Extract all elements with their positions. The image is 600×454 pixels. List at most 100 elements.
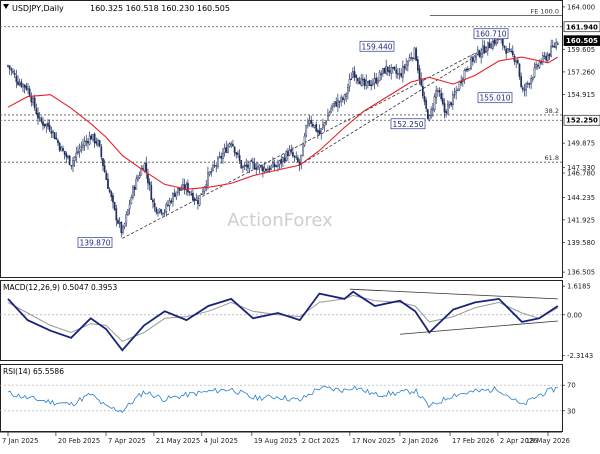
candle-body (307, 121, 309, 126)
candle-body (73, 156, 76, 162)
candle-body (48, 125, 51, 131)
candle-body (198, 194, 201, 206)
candle-body (357, 78, 359, 82)
candle-body (147, 174, 149, 184)
price-panel-frame (0, 0, 563, 278)
candle-body (395, 69, 398, 74)
candle-body (290, 149, 293, 152)
candle-body (282, 157, 284, 163)
candle-body (82, 144, 84, 148)
candle-body (556, 43, 559, 45)
price-label: 152.250 (392, 120, 423, 129)
time-tick-label: 19 Aug 2025 (254, 437, 298, 445)
price-label-box (359, 40, 395, 52)
candle-body (348, 78, 351, 87)
candle-body (108, 189, 111, 193)
candle-body (408, 57, 411, 62)
candle-body (466, 68, 469, 71)
candle-body (510, 50, 512, 52)
rsi-tick-label: 70 (567, 382, 576, 390)
candle-body (506, 48, 509, 53)
ohlc-label: 160.325 160.518 160.230 160.505 (90, 4, 230, 13)
candle-body (240, 160, 243, 169)
candle-body (45, 123, 48, 127)
candle-body (402, 66, 404, 78)
candle-body (262, 166, 264, 172)
candle-body (180, 189, 183, 191)
candle-body (458, 81, 461, 90)
candle-body (253, 163, 256, 170)
candle-body (63, 150, 66, 155)
price-tick-label: 144.235 (567, 194, 595, 202)
candle-body (103, 165, 106, 173)
candle-body (33, 97, 36, 109)
candle-body (325, 121, 328, 124)
candle-body (418, 68, 421, 81)
candle-body (43, 123, 46, 127)
candle-body (32, 98, 34, 103)
candle-body (183, 184, 186, 190)
time-tick-label: 2 Apr 2026 (500, 437, 538, 445)
candle-body (235, 152, 238, 155)
macd-trendline (399, 320, 558, 335)
candle-body (338, 101, 341, 103)
candle-body (53, 132, 56, 140)
candle-body (491, 41, 494, 49)
candle-body (372, 83, 374, 85)
candle-body (83, 141, 86, 146)
candle-body (87, 141, 89, 144)
candle-body (205, 184, 208, 187)
candle-body (58, 143, 61, 151)
candle-body (486, 41, 489, 51)
candle-body (218, 156, 221, 158)
time-tick-label: 7 Jan 2025 (2, 437, 38, 445)
candle-body (90, 135, 93, 140)
candle-body (38, 116, 41, 119)
candle-body (162, 213, 164, 215)
candle-body (27, 87, 29, 90)
candle-body (468, 68, 471, 71)
candle-body (267, 168, 269, 172)
candle-body (481, 45, 484, 54)
candle-body (102, 158, 104, 166)
candle-body (287, 152, 289, 157)
candle-body (368, 80, 371, 86)
candle-body (526, 83, 529, 85)
candle-body (362, 78, 364, 81)
candle-body (215, 165, 218, 167)
candle-body (328, 112, 331, 116)
candle-body (68, 155, 71, 166)
candle-body (545, 55, 547, 61)
candle-body (378, 72, 381, 82)
candle-body (137, 177, 139, 181)
candle-body (275, 165, 278, 167)
trendline (299, 41, 500, 166)
candle-body (280, 159, 283, 164)
candle-body (257, 166, 259, 170)
candle-body (72, 160, 74, 167)
candle-body (503, 45, 506, 48)
candle-body (70, 165, 73, 167)
candle-body (390, 66, 393, 74)
collapse-triangle-icon (3, 4, 9, 9)
candle-body (135, 178, 138, 190)
candle-body (400, 73, 403, 77)
candle-body (387, 66, 389, 72)
candle-body (130, 197, 133, 205)
candle-body (37, 112, 39, 119)
candle-body (470, 57, 473, 69)
candle-body (550, 46, 552, 57)
candle-body (327, 115, 329, 121)
candle-body (230, 142, 233, 146)
symbol-label: USDJPY,Daily (12, 4, 64, 13)
candle-body (530, 78, 532, 85)
candle-body (453, 93, 456, 96)
price-tick-label: 149.875 (567, 140, 595, 148)
time-tick-label: 2 Jan 2026 (402, 437, 438, 445)
price-tick-label: 161.940 (566, 23, 598, 31)
candle-body (538, 61, 541, 68)
rsi-line (7, 385, 558, 414)
candle-body (471, 57, 474, 62)
candle-body (436, 90, 439, 92)
